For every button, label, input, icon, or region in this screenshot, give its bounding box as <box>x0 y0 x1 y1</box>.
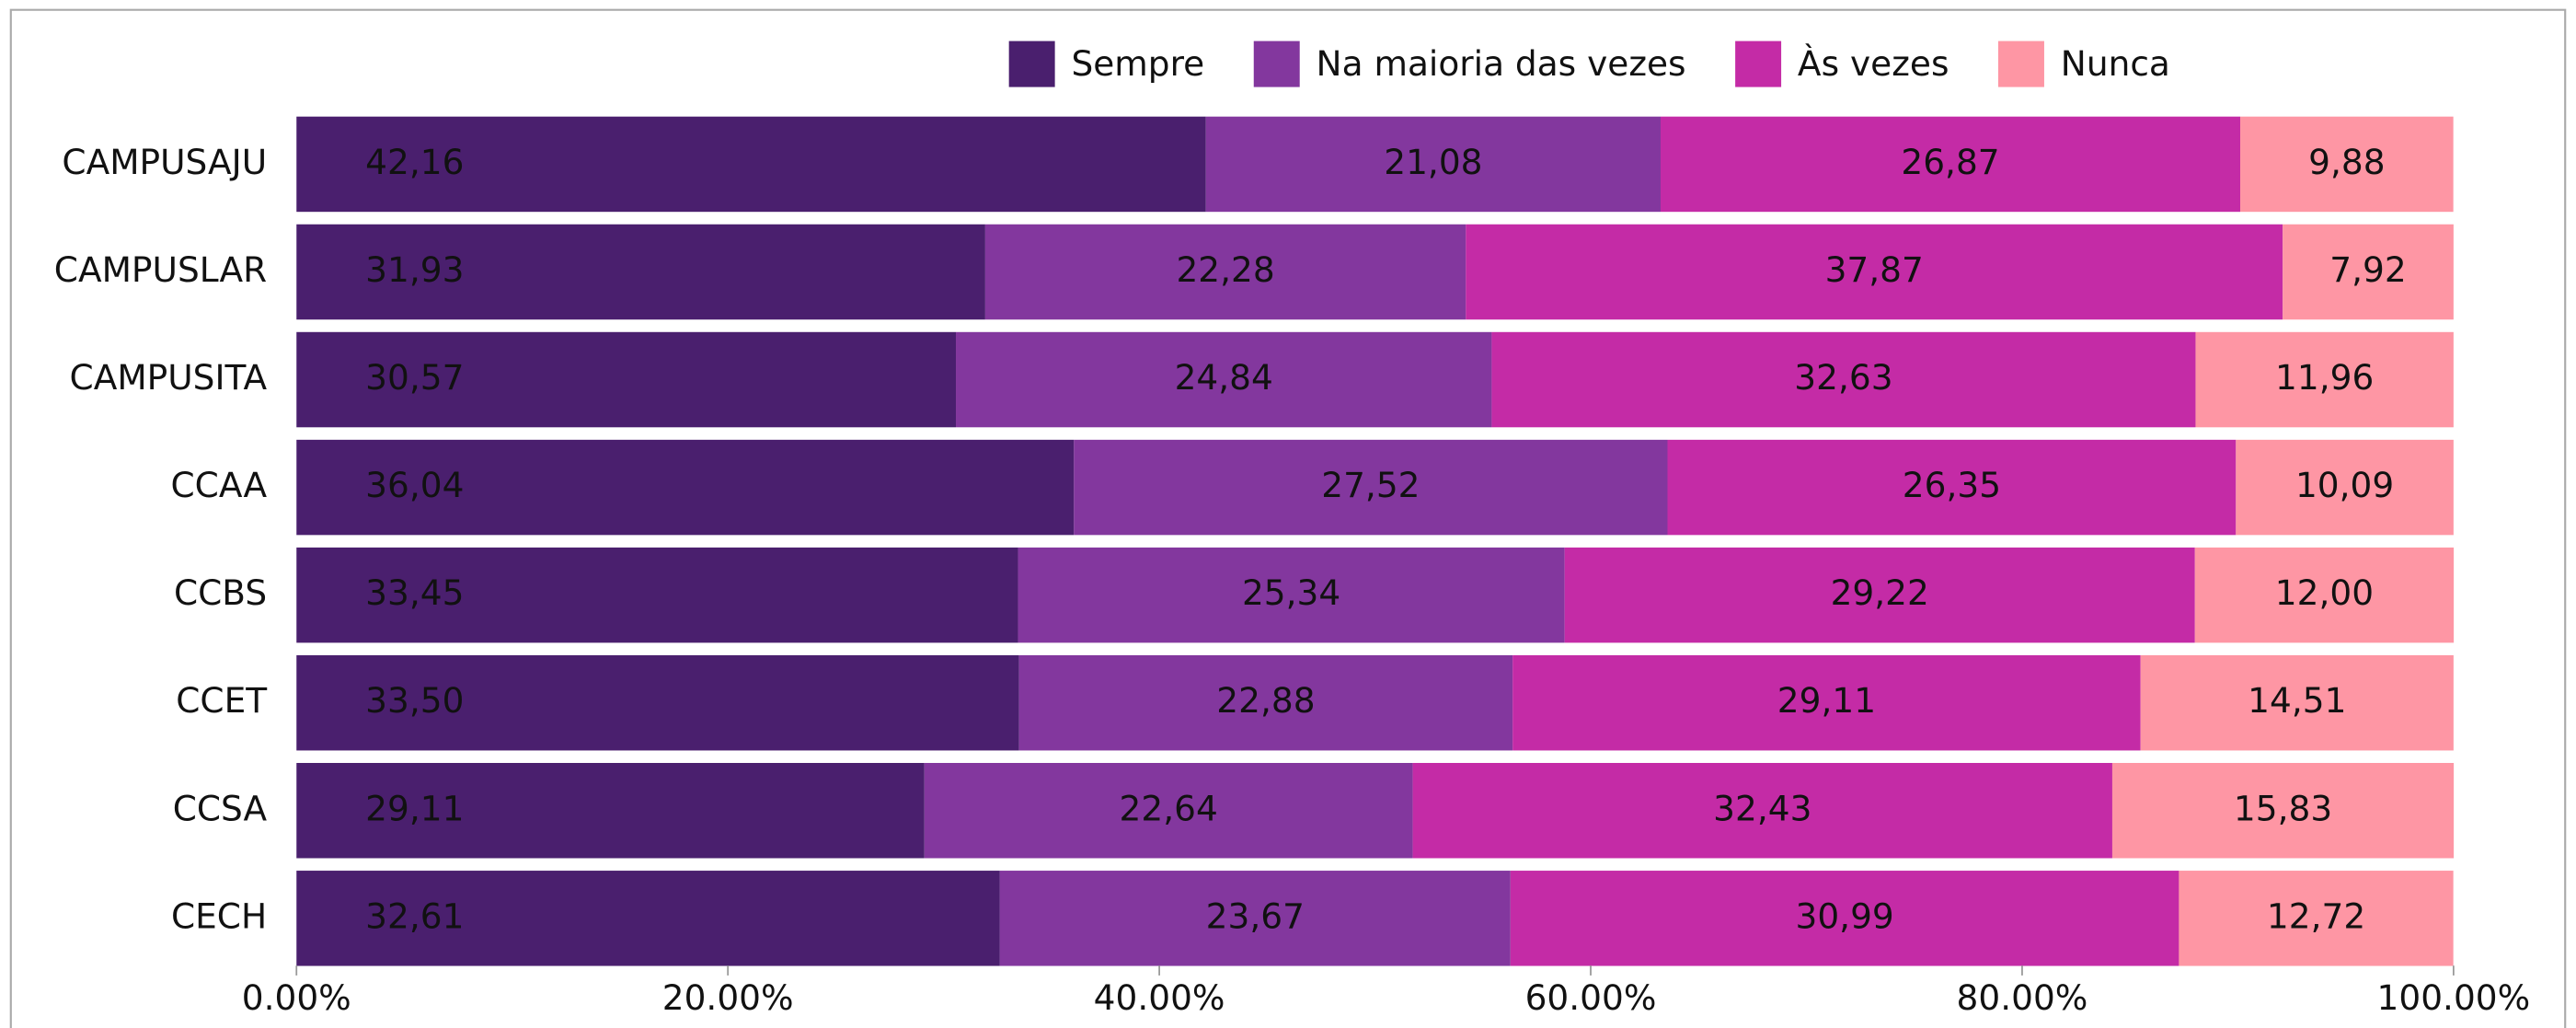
data-label: 22,28 <box>1176 249 1274 290</box>
data-label: 26,87 <box>1901 142 1999 182</box>
legend-label: Nunca <box>2061 43 2170 84</box>
bar-segment <box>1667 439 2237 536</box>
data-label: 11,96 <box>2275 357 2374 398</box>
legend-label: Na maioria das vezes <box>1317 43 1686 84</box>
data-label: 32,63 <box>1794 357 1892 398</box>
bar-segment <box>1491 331 2196 428</box>
legend-swatch <box>1735 40 1782 87</box>
y-tick-label: CCSA <box>173 788 268 828</box>
bar-segment <box>2140 654 2454 751</box>
data-label: 7,92 <box>2329 249 2406 290</box>
data-label: 36,04 <box>365 465 464 505</box>
x-tick-label: 40.00% <box>1094 977 1225 1018</box>
y-tick-label: CAMPUSLAR <box>54 249 267 290</box>
data-label: 22,64 <box>1120 788 1218 828</box>
legend-swatch <box>1008 40 1055 87</box>
bar-segment <box>296 116 1206 213</box>
bar-segment <box>296 439 1075 536</box>
bar-segment <box>1660 116 2241 213</box>
data-label: 32,43 <box>1713 788 1811 828</box>
bar-segment <box>296 654 1019 751</box>
data-label: 12,72 <box>2267 895 2365 936</box>
bar-segment <box>984 224 1466 320</box>
bar-segment <box>296 331 957 428</box>
y-tick-label: CECH <box>171 895 267 936</box>
y-tick-label: CCBS <box>174 572 267 613</box>
bar-segment <box>956 331 1492 428</box>
data-label: 10,09 <box>2295 465 2394 505</box>
frame <box>9 8 2567 1028</box>
bar-segment <box>2194 547 2455 643</box>
legend-label: Às vezes <box>1798 43 1949 84</box>
bar-segment <box>1074 439 1668 536</box>
legend-swatch <box>1997 40 2044 87</box>
data-label: 23,67 <box>1206 895 1305 936</box>
y-tick-label: CAMPUSITA <box>70 357 268 398</box>
x-tick-label: 60.00% <box>1525 977 1657 1018</box>
data-label: 27,52 <box>1321 465 1420 505</box>
bar-segment <box>2195 331 2454 428</box>
bar-segment <box>1466 224 2283 320</box>
data-label: 30,57 <box>365 357 464 398</box>
bar-segment <box>296 224 985 320</box>
bar-segment <box>2236 439 2454 536</box>
bar-segment <box>2240 116 2454 213</box>
data-label: 29,22 <box>1831 572 1929 613</box>
data-label: 15,83 <box>2234 788 2332 828</box>
y-tick-label: CAMPUSAJU <box>62 142 267 182</box>
data-label: 14,51 <box>2248 680 2346 721</box>
data-label: 32,61 <box>365 895 464 936</box>
data-label: 9,88 <box>2308 142 2385 182</box>
bar-segment <box>999 871 1511 966</box>
data-label: 31,93 <box>365 249 464 290</box>
bar-segment <box>1510 871 2179 966</box>
bar-segment <box>1564 547 2195 643</box>
x-tick-label: 100.00% <box>2377 977 2531 1018</box>
data-label: 33,45 <box>365 572 464 613</box>
legend-swatch <box>1253 40 1300 87</box>
data-label: 37,87 <box>1825 249 1924 290</box>
data-label: 25,34 <box>1242 572 1340 613</box>
bar-segment <box>296 547 1018 643</box>
data-label: 33,50 <box>365 680 464 721</box>
y-tick-label: CCAA <box>170 465 267 505</box>
data-label: 26,35 <box>1903 465 2001 505</box>
data-label: 24,84 <box>1175 357 1273 398</box>
x-tick-label: 20.00% <box>662 977 794 1018</box>
bar-segment <box>1205 116 1661 213</box>
bar-segment <box>1018 654 1513 751</box>
y-tick-label: CCET <box>176 680 267 721</box>
bar-segment <box>2179 871 2454 966</box>
bar-segment <box>924 763 1413 859</box>
data-label: 12,00 <box>2275 572 2374 613</box>
bar-segment <box>296 871 1000 966</box>
bar-segment <box>1512 654 2141 751</box>
bar-segment <box>2283 224 2454 320</box>
legend-label: Sempre <box>1071 43 1204 84</box>
data-label: 29,11 <box>365 788 464 828</box>
bar-segment <box>296 763 925 859</box>
data-label: 21,08 <box>1384 142 1482 182</box>
x-tick-label: 80.00% <box>1957 977 2088 1018</box>
data-label: 29,11 <box>1777 680 1876 721</box>
bar-segment <box>1018 547 1565 643</box>
data-label: 22,88 <box>1216 680 1315 721</box>
bar-segment <box>2111 763 2455 859</box>
data-label: 42,16 <box>365 142 464 182</box>
bar-segment <box>1412 763 2112 859</box>
x-tick-label: 0.00% <box>242 977 351 1018</box>
data-label: 30,99 <box>1795 895 1893 936</box>
